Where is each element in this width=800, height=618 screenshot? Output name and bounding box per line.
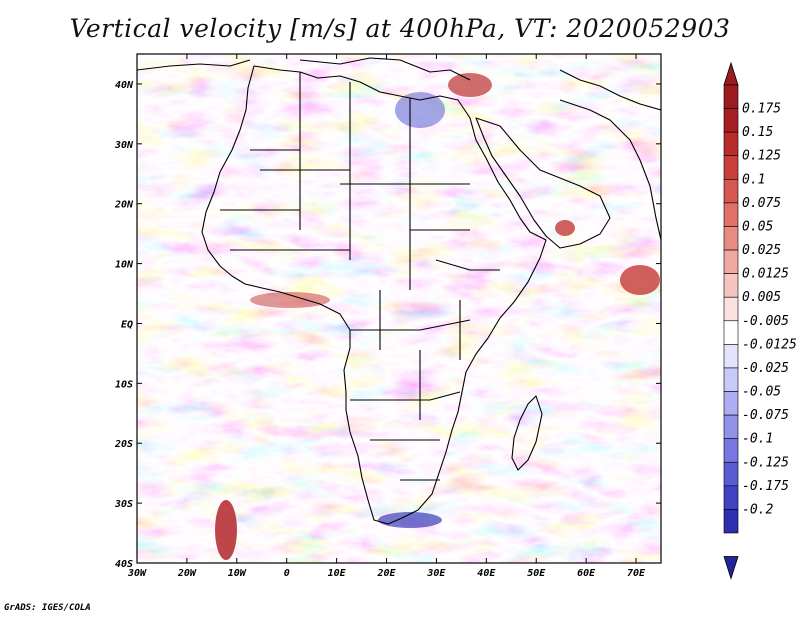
lat-tick-label: 20S <box>114 439 133 450</box>
colorbar-swatch <box>723 273 739 298</box>
lat-tick-label: 10S <box>115 379 133 390</box>
colorbar-swatch <box>723 131 739 157</box>
colorbar-swatch <box>723 367 739 392</box>
grads-credit: GrADS: IGES/COLA <box>4 603 91 613</box>
lon-tick-label: 70E <box>627 568 646 579</box>
colorbar-label: 0.005 <box>742 290 781 305</box>
lat-tick-label: 30N <box>114 140 134 151</box>
coastlines <box>137 57 661 525</box>
lon-tick-label: 30W <box>127 568 147 579</box>
strong-downdraft-blob <box>395 92 445 128</box>
strong-updraft-blob <box>250 292 330 308</box>
colorbar-swatch <box>723 438 739 463</box>
colorbar-label: -0.025 <box>742 361 789 376</box>
colorbar-swatch <box>723 509 739 534</box>
lon-tick-label: 20W <box>177 568 197 579</box>
colorbar-label: 0.15 <box>742 125 773 140</box>
lat-tick-label: 20N <box>114 200 134 211</box>
strong-downdraft-blob <box>378 512 442 528</box>
colorbar-swatch <box>723 84 739 109</box>
lon-tick-label: 50E <box>527 568 546 579</box>
colorbar-swatch <box>723 485 739 510</box>
colorbar-label: 0.025 <box>742 243 781 258</box>
colorbar-swatch <box>723 414 739 439</box>
lon-tick-label: 40E <box>477 568 496 579</box>
colorbar-label: -0.2 <box>742 502 773 517</box>
map-frame <box>136 53 662 564</box>
velocity-field <box>137 54 661 563</box>
colorbar-swatch <box>723 249 739 274</box>
map-title: Vertical velocity [m/s] at 400hPa, VT: 2… <box>69 14 731 43</box>
colorbar-swatch <box>723 296 739 322</box>
colorbar-label: -0.1 <box>742 432 773 447</box>
lon-tick-label: 10W <box>228 568 247 579</box>
colorbar-swatch <box>723 226 739 251</box>
colorbar-bottom-arrow <box>723 556 739 580</box>
colorbar-label: 0.075 <box>742 196 781 211</box>
strong-updraft-blob <box>620 265 660 295</box>
colorbar-label: 0.175 <box>742 102 781 117</box>
colorbar: 0.175 0.15 0.125 0.1 0.075 0.05 0.025 0.0125 0.0… <box>723 61 797 580</box>
colorbar-top-arrow <box>723 61 739 86</box>
lon-tick-label: 0 <box>284 568 290 579</box>
colorbar-label: -0.175 <box>742 479 789 494</box>
latitude-axis: 40N 30N 20N 10N EQ 10S 20S 30S 40S <box>114 80 661 570</box>
lon-tick-label: 60E <box>577 568 596 579</box>
colorbar-label: 0.05 <box>742 219 773 234</box>
colorbar-label: -0.0125 <box>742 337 797 352</box>
colorbar-swatch <box>723 391 739 416</box>
colorbar-swatch <box>723 461 739 487</box>
strong-updraft-blob <box>448 73 492 97</box>
colorbar-label: 0.125 <box>742 149 781 164</box>
colorbar-swatch <box>723 108 739 133</box>
colorbar-label: 0.1 <box>742 172 765 187</box>
strong-updraft-blob <box>555 220 575 236</box>
colorbar-swatch <box>723 202 739 227</box>
lat-tick-label: 30S <box>114 499 133 510</box>
colorbar-swatch <box>723 179 739 204</box>
strong-updraft-blob <box>215 500 237 560</box>
colorbar-label: -0.125 <box>742 455 789 470</box>
lat-tick-label: 10N <box>115 260 134 271</box>
lon-tick-label: 20E <box>376 568 396 579</box>
lon-tick-label: 10E <box>328 568 347 579</box>
colorbar-label: -0.05 <box>742 385 781 400</box>
lat-tick-label: 40S <box>115 559 133 570</box>
colorbar-swatch <box>723 155 739 180</box>
colorbar-label: 0.0125 <box>742 267 789 282</box>
longitude-axis: 30W 20W 10W 0 10E 20E 30E 40E 50E 60E 70E <box>127 54 646 579</box>
colorbar-label: -0.005 <box>742 314 789 329</box>
colorbar-label: -0.075 <box>742 408 789 423</box>
lat-tick-label: 40N <box>115 80 134 91</box>
colorbar-swatch <box>723 344 739 369</box>
lat-tick-label: EQ <box>121 319 133 330</box>
colorbar-swatch <box>723 320 739 345</box>
lon-tick-label: 30E <box>426 568 446 579</box>
